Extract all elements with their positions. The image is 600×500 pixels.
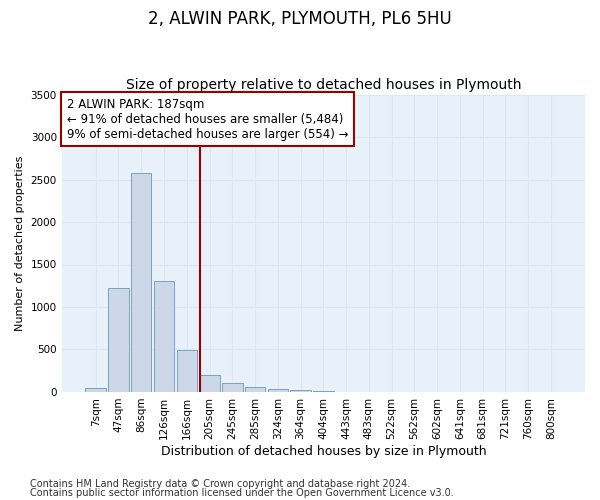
Bar <box>176 350 197 392</box>
Text: Contains HM Land Registry data © Crown copyright and database right 2024.: Contains HM Land Registry data © Crown c… <box>30 479 410 489</box>
Bar <box>290 390 311 392</box>
Text: 2, ALWIN PARK, PLYMOUTH, PL6 5HU: 2, ALWIN PARK, PLYMOUTH, PL6 5HU <box>148 10 452 28</box>
X-axis label: Distribution of detached houses by size in Plymouth: Distribution of detached houses by size … <box>161 444 486 458</box>
Bar <box>199 376 220 392</box>
Bar <box>108 288 129 392</box>
Y-axis label: Number of detached properties: Number of detached properties <box>15 156 25 331</box>
Bar <box>245 388 265 392</box>
Text: Contains public sector information licensed under the Open Government Licence v3: Contains public sector information licen… <box>30 488 454 498</box>
Bar <box>131 172 151 392</box>
Bar <box>85 388 106 392</box>
Bar <box>222 382 242 392</box>
Bar <box>313 391 334 392</box>
Text: 2 ALWIN PARK: 187sqm
← 91% of detached houses are smaller (5,484)
9% of semi-det: 2 ALWIN PARK: 187sqm ← 91% of detached h… <box>67 98 349 140</box>
Bar <box>268 389 288 392</box>
Bar <box>154 282 174 392</box>
Title: Size of property relative to detached houses in Plymouth: Size of property relative to detached ho… <box>125 78 521 92</box>
